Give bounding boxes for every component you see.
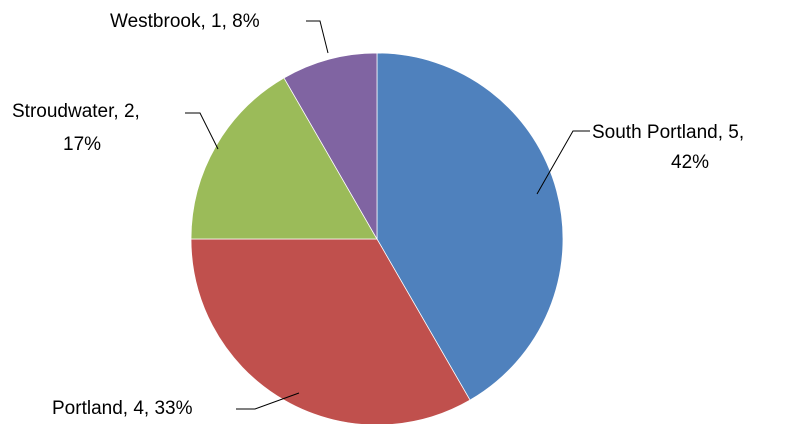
- pie-slice-westbrook: [283, 52, 378, 241]
- leader-line-south-portland: [536, 130, 590, 195]
- data-label-south-portland: South Portland, 5,: [592, 122, 744, 143]
- pie-slice-south-portland: [376, 52, 564, 401]
- data-label-south-portland: 42%: [671, 152, 709, 173]
- leader-line-stroudwater: [185, 112, 219, 150]
- pie-slices: [190, 52, 564, 424]
- pie-slice-portland: [190, 238, 471, 424]
- leader-line-portland: [236, 392, 300, 410]
- pie-slice-stroudwater: [190, 77, 378, 240]
- data-label-stroudwater: Stroudwater, 2,: [12, 101, 140, 122]
- leader-line-westbrook: [306, 20, 329, 54]
- data-label-portland: Portland, 4, 33%: [52, 398, 193, 419]
- data-labels: South Portland, 5, 42% Portland, 4, 33% Str…: [12, 11, 744, 419]
- label-leader-lines: [185, 20, 590, 410]
- data-label-stroudwater: 17%: [63, 134, 101, 155]
- data-label-westbrook: Westbrook, 1, 8%: [110, 11, 260, 32]
